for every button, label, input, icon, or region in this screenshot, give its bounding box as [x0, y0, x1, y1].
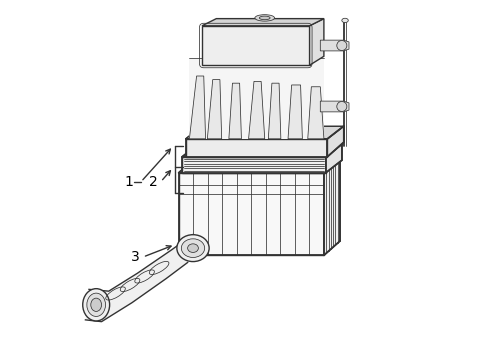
- Polygon shape: [202, 26, 310, 65]
- Polygon shape: [190, 58, 324, 139]
- Polygon shape: [190, 76, 205, 139]
- Ellipse shape: [188, 244, 198, 252]
- Polygon shape: [269, 83, 281, 139]
- Ellipse shape: [181, 239, 205, 257]
- Text: 3: 3: [131, 250, 140, 264]
- Ellipse shape: [177, 235, 209, 262]
- Polygon shape: [179, 173, 324, 255]
- Polygon shape: [186, 139, 327, 157]
- Ellipse shape: [87, 293, 105, 316]
- Circle shape: [337, 41, 347, 50]
- Text: 2: 2: [149, 175, 158, 189]
- Polygon shape: [310, 19, 324, 65]
- Ellipse shape: [91, 298, 101, 311]
- Ellipse shape: [255, 15, 274, 21]
- Ellipse shape: [259, 16, 270, 20]
- Polygon shape: [248, 81, 265, 139]
- Polygon shape: [308, 87, 324, 139]
- Polygon shape: [182, 144, 342, 157]
- Circle shape: [337, 102, 347, 112]
- Polygon shape: [182, 157, 326, 173]
- Polygon shape: [202, 19, 324, 26]
- Polygon shape: [179, 158, 340, 173]
- Ellipse shape: [342, 18, 348, 23]
- Polygon shape: [320, 40, 349, 51]
- Polygon shape: [207, 80, 221, 139]
- Polygon shape: [186, 126, 343, 139]
- Polygon shape: [326, 144, 342, 173]
- Polygon shape: [327, 126, 343, 157]
- Polygon shape: [324, 158, 340, 255]
- Ellipse shape: [83, 289, 110, 321]
- Polygon shape: [320, 101, 349, 112]
- Polygon shape: [229, 83, 242, 139]
- Text: 1: 1: [124, 175, 133, 189]
- Polygon shape: [288, 85, 302, 139]
- Polygon shape: [85, 234, 193, 321]
